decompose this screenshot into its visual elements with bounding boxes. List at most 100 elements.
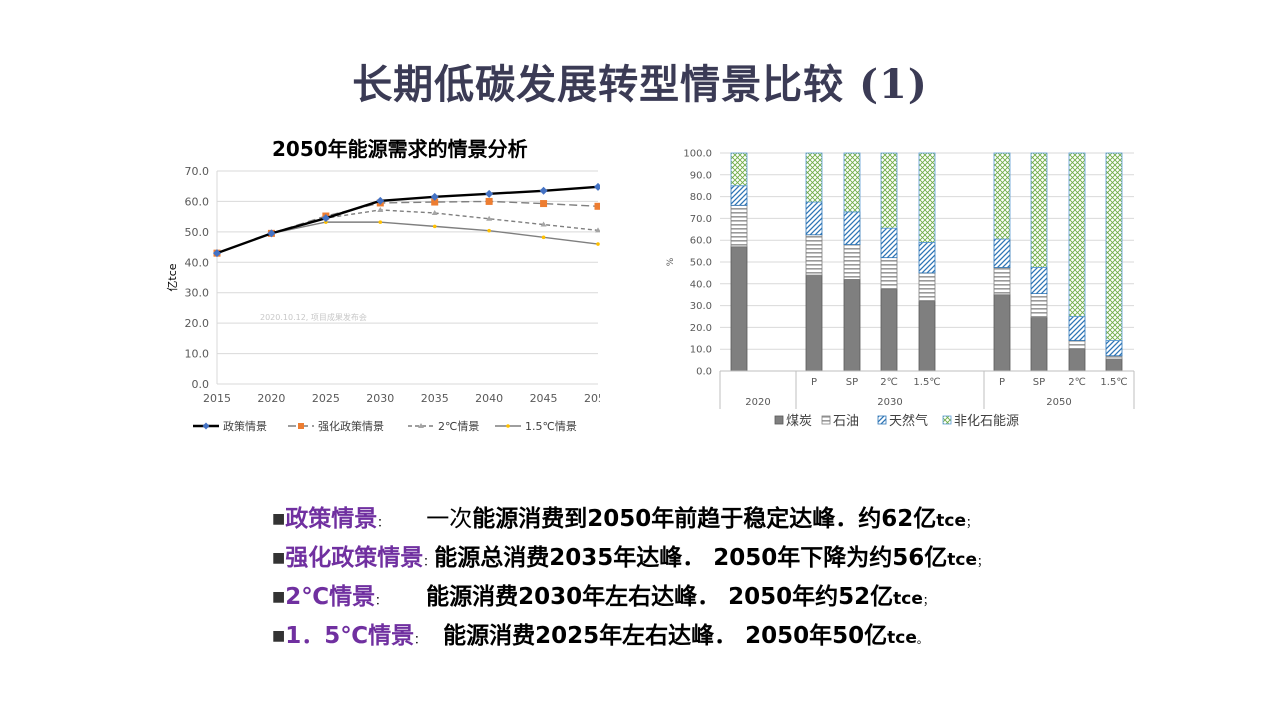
legend-label: 强化政策情景 bbox=[318, 419, 384, 433]
bar-segment bbox=[918, 300, 936, 372]
group-label: 2030 bbox=[877, 397, 902, 408]
bar-segment bbox=[843, 244, 861, 280]
legend-swatch bbox=[774, 415, 784, 425]
legend-label: 非化石能源 bbox=[954, 414, 1019, 429]
bar-segment bbox=[1068, 348, 1086, 372]
x-tick-label: SP bbox=[1033, 377, 1045, 388]
bar-segment bbox=[730, 185, 748, 206]
bar-segment bbox=[1105, 340, 1123, 357]
y-tick-label: 20.0 bbox=[185, 317, 210, 330]
watermark-annotation: 2020.10.12, 项目成果发布会 bbox=[260, 312, 367, 322]
y-tick-label: 0.0 bbox=[696, 367, 712, 378]
y-tick-label: 20.0 bbox=[690, 323, 712, 334]
y-tick-label: 50.0 bbox=[690, 258, 712, 269]
legend-swatch bbox=[877, 415, 887, 425]
data-point bbox=[594, 202, 600, 210]
y-tick-label: 70.0 bbox=[690, 214, 712, 225]
legend-marker bbox=[418, 423, 424, 428]
x-tick-label: 1.5℃ bbox=[1100, 377, 1127, 388]
bar-segment bbox=[730, 204, 748, 248]
x-tick-label: 2050 bbox=[584, 392, 600, 405]
y-tick-label: 10.0 bbox=[690, 345, 712, 356]
y-tick-label: 90.0 bbox=[690, 170, 712, 181]
data-point bbox=[596, 242, 600, 246]
data-point bbox=[378, 220, 383, 224]
data-point bbox=[595, 227, 600, 233]
bar-segment bbox=[805, 152, 823, 203]
bullet-policy: ■政策情景： 一次能源消费到2050年前趋于稳定达峰．约62亿tce； bbox=[272, 506, 977, 532]
x-tick-label: P bbox=[811, 377, 817, 388]
x-tick-label: 2030 bbox=[366, 392, 394, 405]
data-point bbox=[540, 200, 548, 208]
data-point bbox=[539, 186, 548, 195]
data-point bbox=[485, 197, 493, 205]
data-point bbox=[377, 206, 384, 212]
y-tick-label: 40.0 bbox=[690, 279, 712, 290]
bar-segment bbox=[918, 241, 936, 274]
y-tick-label: 100.0 bbox=[683, 149, 712, 160]
legend-marker bbox=[506, 424, 510, 428]
y-tick-label: 60.0 bbox=[690, 236, 712, 247]
bar-segment bbox=[993, 152, 1011, 240]
legend-marker bbox=[202, 422, 210, 430]
bar-segment bbox=[1068, 316, 1086, 341]
bar-segment bbox=[843, 279, 861, 372]
series-line bbox=[216, 221, 599, 254]
y-axis-label: % bbox=[666, 257, 676, 266]
data-point bbox=[431, 198, 439, 206]
y-axis-label: 亿tce bbox=[166, 263, 179, 291]
y-tick-label: 30.0 bbox=[690, 301, 712, 312]
data-point bbox=[485, 189, 494, 198]
bar-segment bbox=[993, 238, 1011, 268]
data-point bbox=[213, 249, 221, 258]
bar-segment bbox=[1030, 152, 1048, 268]
data-point bbox=[321, 214, 330, 223]
series-line bbox=[216, 185, 599, 255]
x-tick-label: P bbox=[999, 377, 1005, 388]
data-point bbox=[486, 215, 493, 221]
x-tick-label: 2015 bbox=[203, 392, 231, 405]
legend-swatch bbox=[942, 415, 952, 425]
y-tick-label: 30.0 bbox=[185, 287, 210, 300]
group-label: 2020 bbox=[745, 397, 770, 408]
bar-segment bbox=[880, 257, 898, 290]
bar-segment bbox=[993, 294, 1011, 372]
x-tick-label: SP bbox=[846, 377, 858, 388]
data-point bbox=[376, 196, 385, 205]
bar-segment bbox=[1030, 293, 1048, 318]
bar-segment bbox=[730, 152, 748, 187]
x-tick-label: 2040 bbox=[475, 392, 503, 405]
data-point bbox=[594, 182, 600, 191]
bar-segment bbox=[730, 246, 748, 372]
x-tick-label: 1.5℃ bbox=[913, 377, 940, 388]
legend-label: 1.5℃情景 bbox=[525, 420, 577, 433]
series-line bbox=[216, 200, 599, 254]
bar-segment bbox=[805, 234, 823, 276]
y-tick-label: 0.0 bbox=[192, 378, 210, 391]
bar-segment bbox=[1030, 317, 1048, 372]
bar-segment bbox=[1105, 358, 1123, 372]
bar-segment bbox=[993, 267, 1011, 296]
bar-segment bbox=[1105, 355, 1123, 360]
data-point bbox=[267, 229, 276, 238]
bar-segment bbox=[918, 152, 936, 243]
x-tick-label: 2025 bbox=[312, 392, 340, 405]
y-tick-label: 50.0 bbox=[185, 226, 210, 239]
bar-segment bbox=[918, 272, 936, 302]
data-point bbox=[541, 235, 546, 240]
group-label: 2050 bbox=[1046, 397, 1071, 408]
y-tick-label: 10.0 bbox=[185, 348, 210, 361]
legend-marker bbox=[298, 423, 304, 429]
x-tick-label: 2℃ bbox=[880, 377, 898, 388]
data-point bbox=[430, 192, 439, 201]
legend-label: 石油 bbox=[833, 414, 859, 429]
bar-segment bbox=[1105, 152, 1123, 341]
bar-segment bbox=[805, 274, 823, 372]
y-tick-label: 60.0 bbox=[185, 195, 210, 208]
legend-label: 煤炭 bbox=[786, 414, 812, 429]
slide-title: 长期低碳发展转型情景比较 (1) bbox=[352, 61, 928, 108]
bullet-1-5c: ■1．5℃情景： 能源消费2025年左右达峰． 2050年50亿tce。 bbox=[272, 623, 928, 649]
y-tick-label: 40.0 bbox=[185, 256, 210, 269]
bar-segment bbox=[880, 288, 898, 372]
line-chart-title: 2050年能源需求的情景分析 bbox=[272, 137, 528, 161]
